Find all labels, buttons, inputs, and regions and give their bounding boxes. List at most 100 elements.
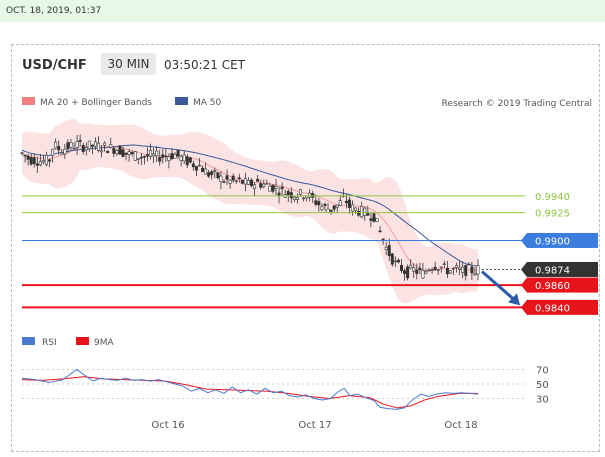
candle: [406, 264, 410, 281]
candle: [130, 150, 134, 157]
legend-swatch-rsi-ma: [76, 337, 89, 345]
candle: [375, 217, 379, 222]
x-label-oct16: Oct 16: [151, 420, 184, 431]
level-tag-09860: [527, 277, 598, 293]
candle: [418, 262, 422, 275]
candle: [185, 154, 189, 169]
candle: [167, 153, 171, 169]
level-label-09874: 0.9874: [535, 265, 570, 276]
candle: [93, 137, 97, 150]
candle: [393, 256, 397, 268]
candle: [38, 154, 42, 167]
candle: [302, 196, 306, 202]
candle: [461, 261, 465, 279]
candle: [222, 179, 226, 184]
candle: [320, 203, 324, 212]
candle: [271, 184, 275, 194]
candle: [240, 179, 244, 185]
candle: [63, 143, 67, 159]
candle: [409, 259, 413, 270]
timeframe-button[interactable]: 30 MIN: [101, 53, 156, 75]
candle: [23, 154, 27, 163]
candle: [360, 201, 364, 219]
candle: [289, 187, 293, 204]
candle: [198, 158, 202, 167]
candle: [75, 134, 79, 155]
candle: [142, 155, 146, 165]
candle: [207, 169, 211, 179]
candle: [124, 152, 128, 161]
legend-rsi-ma: 9MA: [94, 338, 114, 348]
candle: [29, 153, 33, 166]
candle: [464, 264, 468, 281]
level-tag-pointer: [521, 277, 527, 293]
forecast-arrowhead: [508, 293, 520, 306]
candle: [347, 196, 351, 214]
candle: [433, 261, 437, 271]
candle: [351, 200, 355, 216]
candle: [179, 154, 183, 167]
candle: [48, 158, 52, 168]
candle: [90, 144, 94, 155]
x-label-oct18: Oct 18: [444, 420, 477, 431]
candle: [436, 268, 440, 275]
level-label-09860: 0.9860: [535, 281, 570, 292]
candle: [54, 138, 58, 150]
candle: [246, 177, 250, 186]
forecast-arrow: [481, 270, 516, 302]
symbol-label: USD/CHF: [22, 58, 87, 73]
candle: [452, 266, 456, 275]
candle: [149, 143, 153, 160]
level-label-09940: 0.9940: [535, 192, 570, 203]
rsi-tick-70: 70: [536, 366, 549, 377]
candle: [430, 267, 434, 275]
legend-swatch-ma50: [175, 97, 188, 105]
candle: [191, 160, 195, 171]
level-tag-09874: [527, 261, 598, 277]
candle: [219, 171, 223, 190]
candle: [69, 138, 73, 151]
candle: [280, 182, 284, 196]
candle: [363, 206, 367, 222]
candle: [121, 146, 125, 158]
candle: [216, 171, 220, 180]
candle: [338, 194, 342, 207]
candle: [115, 148, 119, 156]
candle: [84, 142, 88, 156]
candle: [344, 194, 348, 209]
candle: [384, 241, 388, 256]
candle: [118, 144, 122, 155]
candle: [234, 179, 238, 184]
candle: [424, 268, 428, 275]
candle: [87, 140, 91, 152]
candle: [204, 162, 208, 175]
candle: [387, 238, 391, 261]
candle: [412, 263, 416, 278]
candle: [32, 153, 36, 168]
level-tag-09840: [527, 299, 598, 315]
candle: [292, 196, 296, 203]
candle: [182, 150, 186, 165]
x-label-oct17: Oct 17: [298, 420, 331, 431]
rsi-tick-50: 50: [536, 380, 549, 391]
timestamp: OCT. 18, 2019, 01:37: [6, 6, 102, 16]
legend-swatch-ma20: [22, 97, 35, 105]
candle: [311, 190, 315, 203]
candle: [317, 197, 321, 212]
candle: [467, 262, 471, 266]
candle: [274, 179, 278, 196]
candle: [442, 260, 446, 269]
candle: [161, 148, 165, 164]
clock-label: 03:50:21 CET: [164, 58, 245, 72]
rsi-tick-30: 30: [536, 395, 549, 406]
candle: [66, 139, 70, 153]
candle: [335, 204, 339, 214]
candle: [97, 136, 101, 153]
candle: [448, 270, 452, 274]
candle: [164, 149, 168, 163]
candle: [103, 141, 107, 152]
candle: [44, 151, 48, 167]
candle: [265, 179, 269, 185]
candle: [262, 179, 266, 189]
